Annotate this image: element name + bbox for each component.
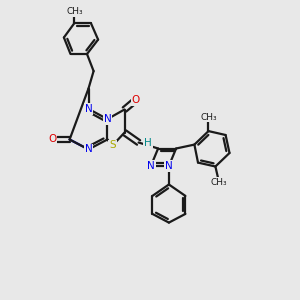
Text: O: O [132, 95, 140, 105]
Text: N: N [85, 144, 92, 154]
Text: CH₃: CH₃ [200, 112, 217, 122]
Text: N: N [165, 161, 173, 171]
Text: O: O [48, 134, 57, 145]
Text: H: H [144, 137, 152, 148]
Text: N: N [147, 161, 155, 171]
Text: N: N [85, 104, 92, 114]
Text: CH₃: CH₃ [211, 178, 227, 187]
Text: N: N [103, 114, 111, 124]
Text: CH₃: CH₃ [66, 7, 83, 16]
Text: S: S [109, 140, 116, 151]
